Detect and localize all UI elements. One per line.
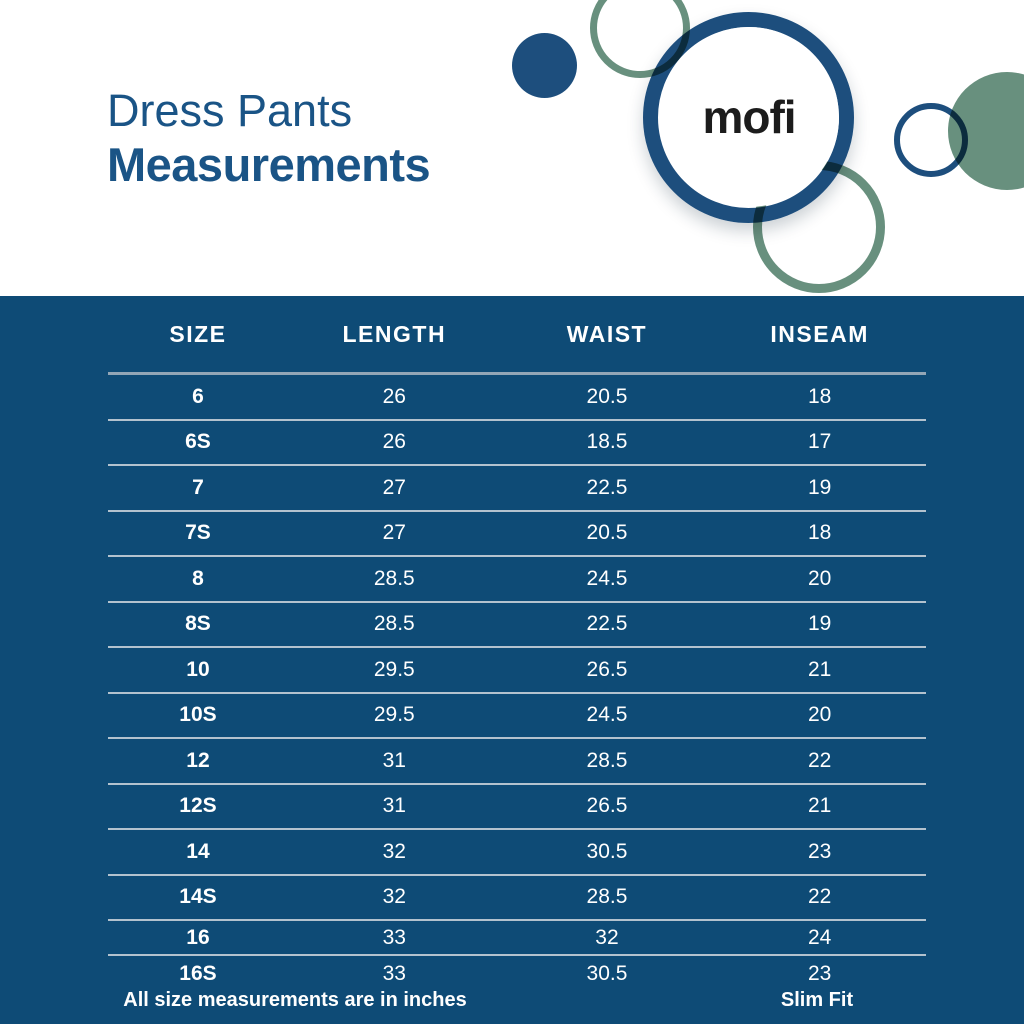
- decor-sage-dot: [948, 72, 1024, 190]
- page-title: Dress Pants Measurements: [107, 84, 431, 192]
- cell-length: 31: [382, 794, 406, 818]
- title-line-2: Measurements: [107, 138, 431, 191]
- cell-waist: 18.5: [586, 430, 628, 454]
- cell-size: 14: [186, 839, 210, 863]
- cell-inseam: 21: [807, 794, 832, 818]
- cell-waist: 20.5: [586, 384, 628, 408]
- cell-waist: 26.5: [586, 794, 628, 818]
- cell-waist: 22.5: [586, 612, 628, 636]
- table-row: 8 28.5 24.5 20: [108, 557, 926, 603]
- fit-label: Slim Fit: [780, 989, 854, 1011]
- table-row: 6S 26 18.5 17: [108, 421, 926, 466]
- table-row: 7S 27 20.5 18: [108, 512, 926, 557]
- cell-waist: 24.5: [586, 566, 628, 590]
- cell-size: 12: [186, 748, 210, 772]
- cell-waist: 28.5: [586, 885, 628, 909]
- cell-size: 12S: [179, 794, 217, 818]
- cell-length: 26: [382, 384, 406, 408]
- cell-inseam: 21: [807, 657, 832, 681]
- cell-size: 8: [192, 566, 204, 590]
- column-header-size: SIZE: [169, 320, 227, 347]
- cell-length: 32: [382, 885, 406, 909]
- cell-waist: 28.5: [586, 748, 628, 772]
- cell-size: 16: [186, 925, 210, 949]
- measurement-unit-note: All size measurements are in inches: [123, 989, 467, 1011]
- cell-inseam: 18: [807, 521, 832, 545]
- size-table-body: 6 26 20.5 18 6S 26 18.5 17 7 27 22.5 19 …: [108, 375, 926, 991]
- table-row: 16S 33 30.5 23: [108, 956, 926, 991]
- cell-inseam: 23: [807, 961, 832, 985]
- cell-size: 14S: [179, 885, 217, 909]
- cell-length: 27: [382, 521, 406, 545]
- cell-length: 33: [382, 925, 406, 949]
- cell-length: 31: [382, 748, 406, 772]
- cell-waist: 30.5: [586, 839, 628, 863]
- cell-length: 32: [382, 839, 406, 863]
- size-table: SIZE LENGTH WAIST INSEAM 6 26 20.5 18 6S…: [108, 296, 926, 991]
- cell-waist: 24.5: [586, 703, 628, 727]
- cell-inseam: 19: [807, 475, 832, 499]
- table-row: 10 29.5 26.5 21: [108, 648, 926, 694]
- table-panel: [0, 296, 1024, 1024]
- cell-size: 7S: [185, 521, 211, 545]
- table-row: 7 27 22.5 19: [108, 466, 926, 512]
- title-line-1: Dress Pants: [107, 85, 353, 136]
- table-header-row: SIZE LENGTH WAIST INSEAM: [108, 296, 926, 375]
- table-row: 6 26 20.5 18: [108, 375, 926, 421]
- cell-inseam: 24: [807, 925, 832, 949]
- cell-size: 6S: [185, 430, 211, 454]
- brand-logo: mofi: [659, 27, 839, 207]
- cell-waist: 26.5: [586, 657, 628, 681]
- column-header-length: LENGTH: [342, 320, 447, 347]
- cell-length: 26: [382, 430, 406, 454]
- cell-size: 8S: [185, 612, 211, 636]
- cell-waist: 22.5: [586, 475, 628, 499]
- cell-inseam: 20: [807, 566, 832, 590]
- cell-length: 29.5: [373, 703, 415, 727]
- cell-inseam: 23: [807, 839, 832, 863]
- cell-size: 10: [186, 657, 210, 681]
- cell-length: 29.5: [373, 657, 415, 681]
- cell-inseam: 17: [807, 430, 832, 454]
- cell-inseam: 18: [807, 384, 832, 408]
- table-row: 14S 32 28.5 22: [108, 876, 926, 921]
- brand-logo-text: mofi: [702, 91, 796, 143]
- cell-waist: 20.5: [586, 521, 628, 545]
- column-header-waist: WAIST: [566, 320, 648, 347]
- cell-length: 28.5: [373, 612, 415, 636]
- table-row: 8S 28.5 22.5 19: [108, 603, 926, 648]
- cell-inseam: 22: [807, 885, 832, 909]
- cell-size: 10S: [179, 703, 217, 727]
- cell-waist: 30.5: [586, 961, 628, 985]
- table-row: 16 33 32 24: [108, 921, 926, 956]
- table-row: 14 32 30.5 23: [108, 830, 926, 876]
- cell-length: 28.5: [373, 566, 415, 590]
- cell-inseam: 22: [807, 748, 832, 772]
- column-header-inseam: INSEAM: [770, 320, 869, 347]
- cell-size: 7: [192, 475, 204, 499]
- cell-inseam: 20: [807, 703, 832, 727]
- table-row: 12 31 28.5 22: [108, 739, 926, 785]
- cell-length: 33: [382, 961, 406, 985]
- decor-navy-dot: [512, 33, 577, 98]
- cell-size: 16S: [179, 961, 217, 985]
- cell-inseam: 19: [807, 612, 832, 636]
- cell-size: 6: [192, 384, 204, 408]
- table-row: 10S 29.5 24.5 20: [108, 694, 926, 739]
- cell-waist: 32: [595, 925, 619, 949]
- table-row: 12S 31 26.5 21: [108, 785, 926, 830]
- cell-length: 27: [382, 475, 406, 499]
